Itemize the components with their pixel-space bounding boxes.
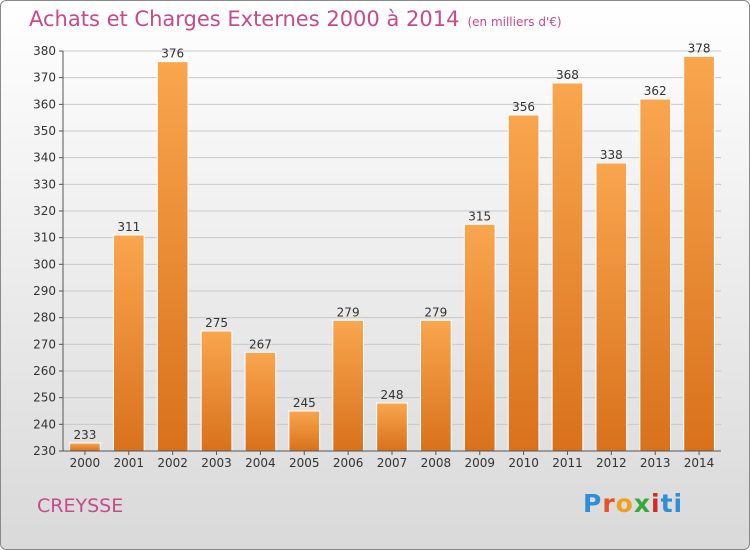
x-tick-label: 2007: [377, 456, 408, 470]
bar: [244, 351, 277, 452]
x-tick-label: 2011: [552, 456, 583, 470]
bars: [69, 55, 715, 452]
bar: [551, 82, 584, 452]
x-tick-label: 2001: [114, 456, 145, 470]
y-tick-label: 320: [33, 204, 56, 218]
bar-value-label: 315: [468, 209, 491, 223]
bar-value-label: 362: [644, 84, 667, 98]
x-tick-label: 2014: [684, 456, 715, 470]
bar: [112, 234, 145, 452]
bar-value-label: 368: [556, 68, 579, 82]
labels: 233 311 376 275 267 245 279 248 279 315 356 368 338 3…: [73, 41, 710, 442]
bar-value-label: 245: [293, 396, 316, 410]
bar-value-label: 248: [381, 388, 404, 402]
y-tick-label: 280: [33, 311, 56, 325]
logo-letter: r: [602, 489, 616, 518]
bar-value-label: 356: [512, 100, 535, 114]
y-tick-label: 360: [33, 97, 56, 111]
x-tick-label: 2008: [421, 456, 452, 470]
logo-letter: i: [651, 489, 661, 518]
y-tick-label: 380: [33, 44, 56, 58]
y-tick-label: 340: [33, 151, 56, 165]
proxiti-logo: Proxiti: [583, 489, 683, 518]
bar-value-label: 267: [249, 337, 272, 351]
chart-title-text: Achats et Charges Externes 2000 à 2014: [29, 7, 460, 31]
y-tick-label: 300: [33, 257, 56, 271]
y-tick-label: 250: [33, 391, 56, 405]
y-tick-label: 230: [33, 444, 56, 458]
y-tick-label: 290: [33, 284, 56, 298]
x-tick-label: 2003: [201, 456, 232, 470]
bar-value-label: 378: [688, 41, 711, 55]
x-tick-label: 2012: [596, 456, 627, 470]
x-tick-label: 2009: [464, 456, 495, 470]
y-tick-label: 240: [33, 417, 56, 431]
bar: [420, 319, 452, 452]
bar: [463, 223, 496, 452]
bar: [376, 402, 408, 452]
x-tick-label: 2005: [289, 456, 320, 470]
logo-letter: ti: [660, 489, 684, 518]
bar: [507, 114, 540, 452]
commune-name: CREYSSE: [37, 495, 124, 517]
bar-value-label: 311: [117, 220, 140, 234]
bar: [156, 61, 189, 452]
x-tick-label: 2004: [245, 456, 276, 470]
y-tick-label: 260: [33, 364, 56, 378]
bar-value-label: 338: [600, 148, 623, 162]
bar: [200, 330, 233, 452]
x-tick-label: 2010: [508, 456, 539, 470]
bar-value-label: 376: [161, 47, 184, 61]
bar-value-label: 279: [424, 305, 447, 319]
y-tick-label: 370: [33, 71, 56, 85]
bar-value-label: 279: [337, 305, 360, 319]
x-tick-label: 2000: [70, 456, 101, 470]
axes: 230 240 250 260 270 280 290 300 310 320 330 340 350 3…: [33, 44, 721, 470]
x-tick-label: 2002: [157, 456, 188, 470]
bar: [332, 319, 364, 452]
x-tick-label: 2013: [640, 456, 671, 470]
y-tick-label: 330: [33, 177, 56, 191]
x-tick-label: 2006: [333, 456, 364, 470]
logo-letter: o: [615, 489, 634, 518]
y-tick-label: 270: [33, 337, 56, 351]
bar: [683, 55, 715, 452]
logo-letter: x: [633, 489, 651, 518]
y-tick-label: 350: [33, 124, 56, 138]
chart-title: Achats et Charges Externes 2000 à 2014 (e…: [29, 7, 562, 31]
y-tick-label: 310: [33, 231, 56, 245]
bar: [595, 162, 628, 452]
bar: [288, 410, 321, 452]
bar: [639, 98, 672, 452]
bar-value-label: 275: [205, 316, 228, 330]
bar-value-label: 233: [73, 428, 96, 442]
chart-unit: (en milliers d'€): [467, 15, 562, 29]
bar: [69, 442, 101, 452]
logo-letter: P: [583, 489, 603, 518]
